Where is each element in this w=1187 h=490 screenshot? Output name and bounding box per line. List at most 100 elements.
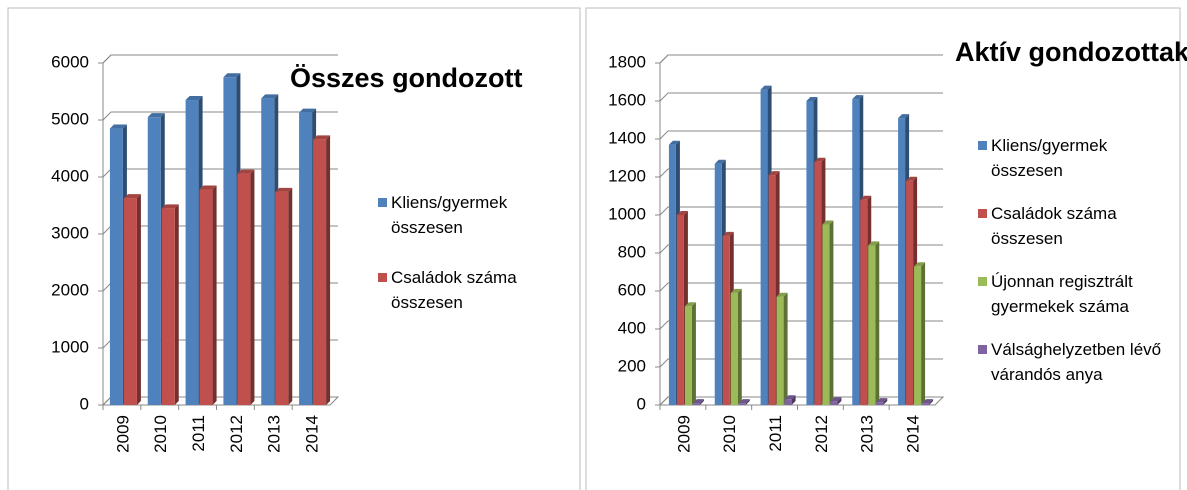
bar-side xyxy=(212,185,217,405)
panel xyxy=(7,7,581,490)
bar-top xyxy=(722,231,734,236)
x-tick-label: 2013 xyxy=(858,415,877,453)
bar-top xyxy=(123,194,141,199)
bar-side xyxy=(883,398,888,405)
grid-line xyxy=(659,396,943,406)
y-tick-label: 200 xyxy=(618,356,646,375)
grid-line xyxy=(102,54,338,64)
bar-top xyxy=(922,399,934,404)
bar-side xyxy=(791,395,796,405)
bar-top xyxy=(852,95,864,100)
bar xyxy=(313,139,327,405)
bar xyxy=(868,245,876,405)
y-tick-label: 600 xyxy=(618,280,646,299)
legend-swatch xyxy=(378,198,387,207)
bar xyxy=(684,306,692,405)
bar-side xyxy=(837,397,842,405)
bar xyxy=(814,161,822,405)
bar-side xyxy=(783,292,788,405)
bar-side xyxy=(745,399,750,405)
panel xyxy=(585,7,1181,490)
bar xyxy=(676,215,684,405)
bar-top xyxy=(261,94,279,99)
legend-item: Családok száma összesen xyxy=(978,201,1178,251)
bar-top xyxy=(161,204,179,209)
y-tick-label: 800 xyxy=(618,242,646,261)
bar-side xyxy=(174,204,179,405)
bar xyxy=(223,77,237,405)
y-tick-label: 1800 xyxy=(608,52,646,71)
legend-item: Kliens/gyermek összesen xyxy=(978,133,1178,183)
grid-line xyxy=(659,92,943,102)
bar-side xyxy=(250,169,255,405)
legend-swatch xyxy=(978,345,987,354)
bar xyxy=(738,403,746,405)
bar-top xyxy=(714,159,726,164)
bar-top xyxy=(768,171,780,176)
grid-line xyxy=(659,206,943,216)
x-tick-label: 2011 xyxy=(766,415,785,452)
bar xyxy=(692,403,700,405)
chart-title: Aktív gondozottak xyxy=(955,37,1187,67)
bar-top xyxy=(668,140,680,145)
y-tick-label: 2000 xyxy=(51,280,89,299)
bar-top xyxy=(684,302,696,307)
legend-swatch xyxy=(978,209,987,218)
y-tick-label: 1200 xyxy=(608,166,646,185)
x-tick-label: 2010 xyxy=(151,415,170,453)
bar-side xyxy=(326,135,331,405)
bar-top xyxy=(776,292,788,297)
bar-top xyxy=(876,398,888,403)
bar-top xyxy=(806,97,818,101)
bar-side xyxy=(929,399,934,405)
bar xyxy=(830,401,838,405)
bar xyxy=(860,199,868,405)
legend-label: Családok száma összesen xyxy=(391,268,517,312)
legend-label: Újonnan regisztrált gyermekek száma xyxy=(991,272,1133,316)
bar xyxy=(109,128,123,406)
axis-wall xyxy=(659,54,669,405)
legend-label: Válsághelyzetben lévő várandós anya xyxy=(991,340,1162,384)
bar xyxy=(876,402,884,405)
grid-line xyxy=(659,358,943,368)
bar xyxy=(668,144,676,405)
bar xyxy=(237,173,251,405)
legend-item: Válsághelyzetben lévő várandós anya xyxy=(978,337,1178,387)
bar-side xyxy=(691,302,696,405)
bar xyxy=(185,100,199,406)
bar-top xyxy=(275,187,293,192)
bar-top xyxy=(906,176,918,181)
bar-side xyxy=(829,220,834,405)
bar-top xyxy=(109,124,127,129)
y-tick-label: 1000 xyxy=(51,337,89,356)
bar xyxy=(922,403,930,405)
bar xyxy=(914,266,922,405)
bar-top xyxy=(830,397,842,402)
bar xyxy=(199,189,213,405)
bar xyxy=(898,118,906,405)
bar-top xyxy=(147,113,165,118)
bar-side xyxy=(737,288,742,405)
bar xyxy=(822,224,830,405)
legend-item: Újonnan regisztrált gyermekek száma xyxy=(978,269,1178,319)
bar-top xyxy=(784,395,796,400)
y-tick-label: 400 xyxy=(618,318,646,337)
x-tick-label: 2012 xyxy=(812,415,831,453)
legend-swatch xyxy=(978,141,987,150)
y-tick-label: 1600 xyxy=(608,90,646,109)
y-tick-label: 5000 xyxy=(51,109,89,128)
bar xyxy=(123,198,137,405)
bar-top xyxy=(199,185,217,190)
grid-line xyxy=(659,168,943,178)
bar xyxy=(147,117,161,406)
bar xyxy=(768,175,776,405)
x-tick-label: 2013 xyxy=(265,415,284,453)
bar-top xyxy=(185,96,203,101)
bar-top xyxy=(730,288,742,293)
y-tick-label: 6000 xyxy=(51,52,89,71)
chart-title: Összes gondozott xyxy=(290,63,523,93)
bar xyxy=(261,98,275,405)
legend-label: Kliens/gyermek összesen xyxy=(991,136,1108,180)
bar-top xyxy=(299,108,317,113)
